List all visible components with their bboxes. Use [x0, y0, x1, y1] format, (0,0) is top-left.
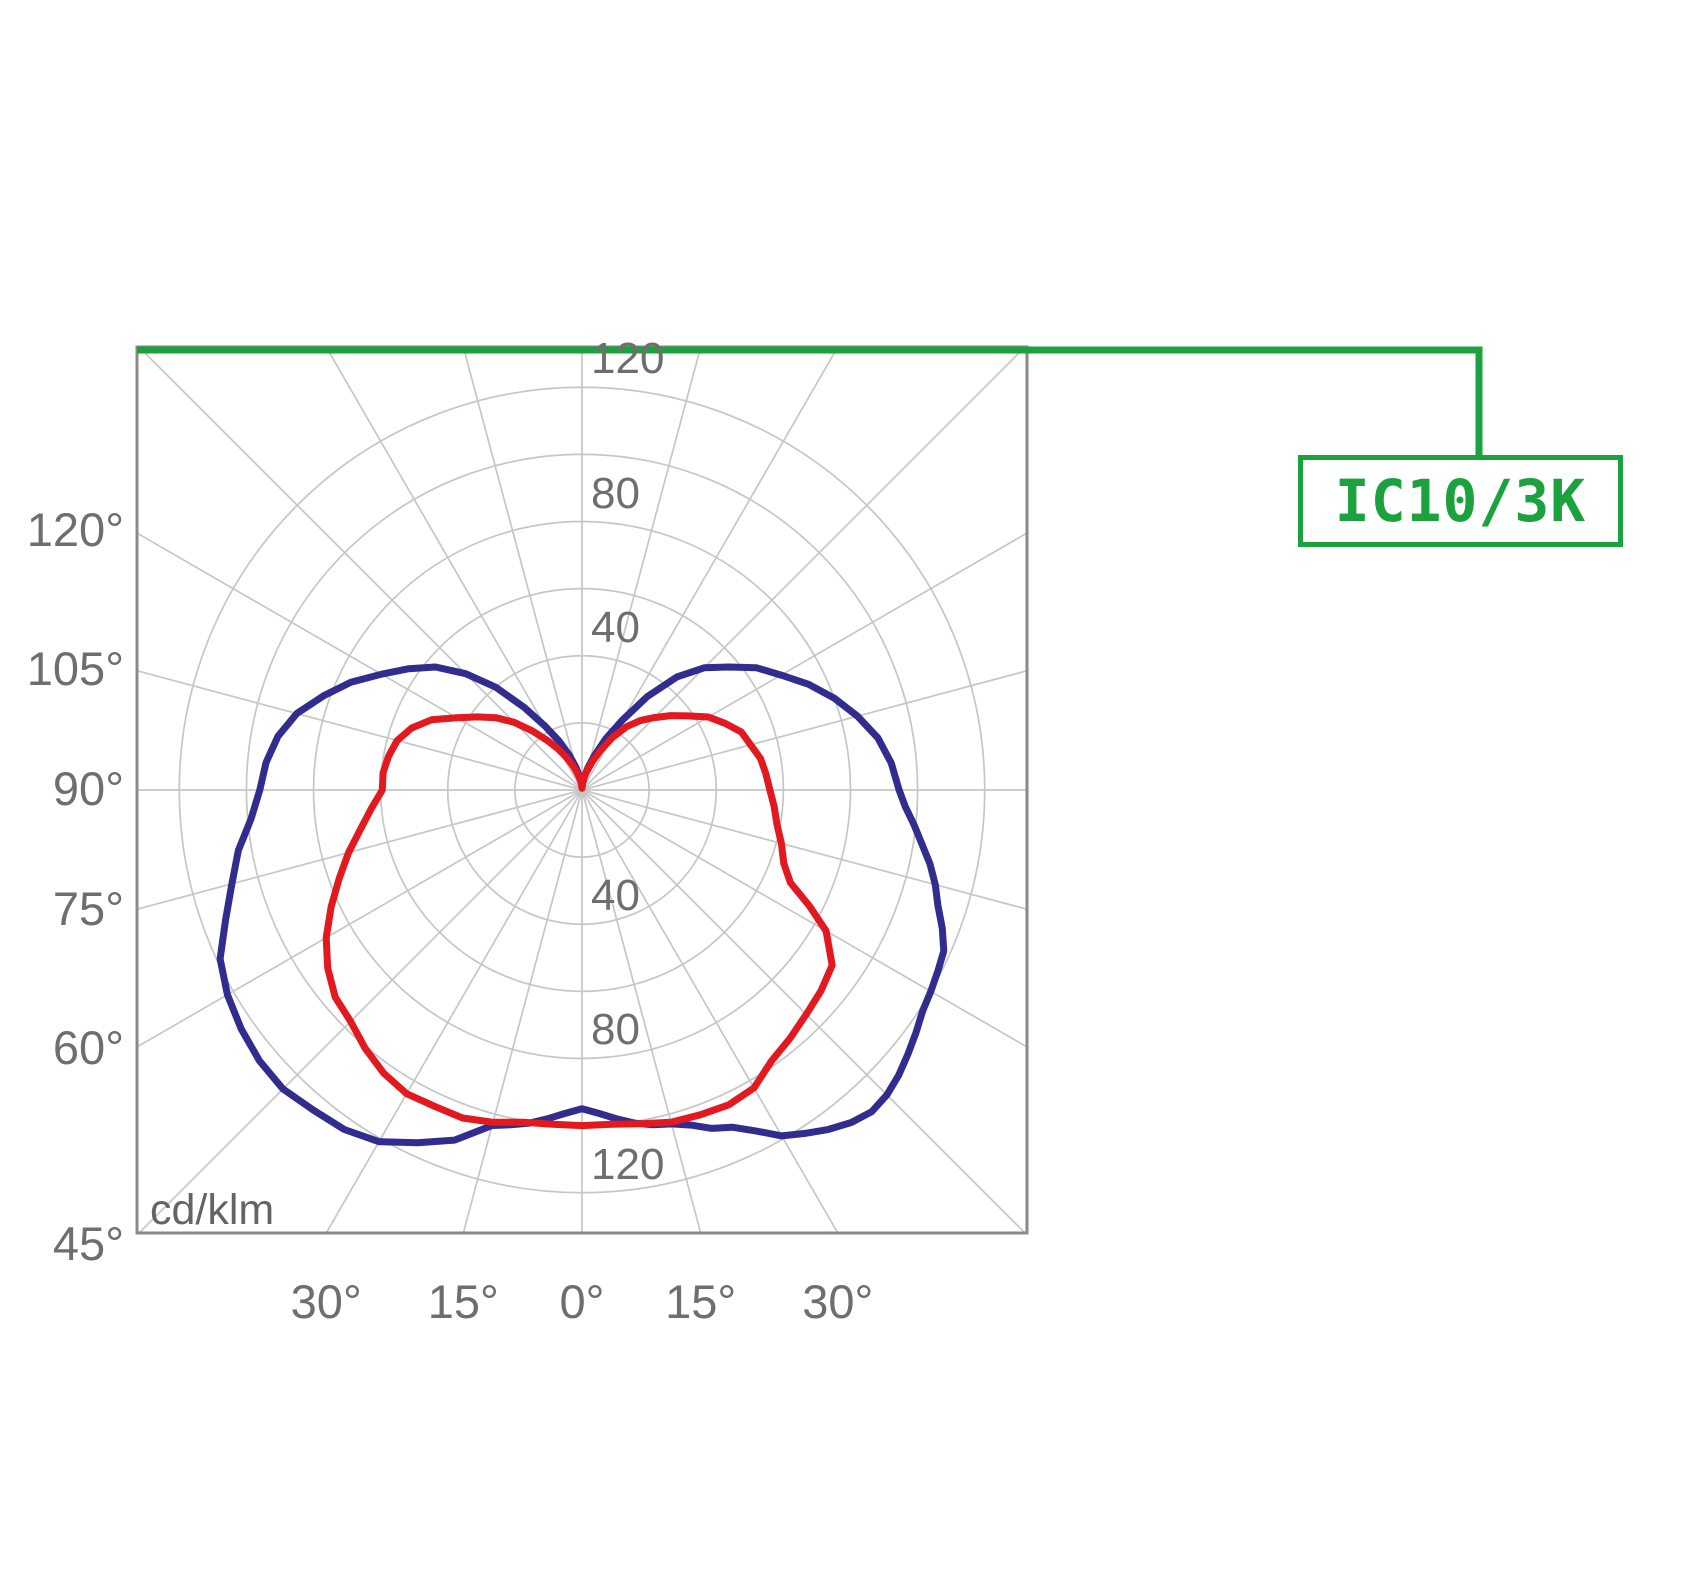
left-angle-label-45: 45° — [52, 1217, 124, 1270]
bottom-angle-label-15R: 15° — [665, 1275, 737, 1328]
angle-gridline — [581, 532, 1027, 791]
radial-tick-40-up: 40 — [591, 602, 640, 652]
angle-gridline — [581, 789, 1027, 911]
angle-gridline — [325, 789, 583, 1233]
angle-gridline — [581, 789, 839, 1233]
radial-gridline — [514, 722, 650, 858]
angle-gridline — [581, 347, 702, 791]
bottom-angle-label-30L: 30° — [290, 1275, 362, 1328]
angle-gridline — [462, 789, 583, 1233]
radial-tick-120-up: 120 — [591, 334, 665, 384]
distribution-code-callout: IC10/3K — [1298, 455, 1623, 547]
left-angle-label-105: 105° — [26, 641, 124, 695]
distribution-code-label: IC10/3K — [1334, 467, 1587, 535]
left-angle-label-75: 75° — [52, 882, 124, 936]
angle-gridline — [462, 347, 583, 791]
red-curve — [322, 712, 836, 1130]
bottom-angle-label-0: 0° — [559, 1275, 605, 1328]
angle-gridline — [137, 347, 583, 791]
radial-gridline — [178, 386, 986, 1194]
angle-gridline — [325, 347, 583, 791]
callout-connector-line — [137, 346, 1483, 459]
radial-gridline — [312, 520, 852, 1060]
angle-gridline — [137, 789, 583, 911]
polar-grid — [137, 347, 1027, 1233]
angle-gridline — [581, 669, 1027, 791]
radial-tick-80-down: 80 — [591, 1005, 640, 1055]
angle-gridline — [581, 347, 839, 791]
angle-gridline — [581, 347, 1027, 791]
left-angle-label-90: 90° — [52, 762, 124, 815]
left-angle-label-120: 120° — [26, 503, 124, 557]
angle-gridline — [581, 789, 702, 1233]
radial-gridline — [446, 654, 718, 926]
left-angle-label-60: 60° — [52, 1020, 124, 1074]
angle-gridline — [137, 532, 583, 791]
radial-tick-120-down: 120 — [591, 1139, 665, 1189]
bottom-angle-label-30R: 30° — [802, 1275, 874, 1328]
units-label: cd/klm — [150, 1186, 275, 1234]
angle-gridline — [137, 669, 583, 791]
angle-gridline — [581, 789, 1027, 1048]
radial-tick-40-down: 40 — [591, 871, 640, 921]
radial-tick-80-up: 80 — [591, 468, 640, 518]
angle-gridline — [581, 789, 1027, 1233]
angle-gridline — [137, 789, 583, 1048]
bottom-angle-label-15L: 15° — [427, 1275, 499, 1328]
